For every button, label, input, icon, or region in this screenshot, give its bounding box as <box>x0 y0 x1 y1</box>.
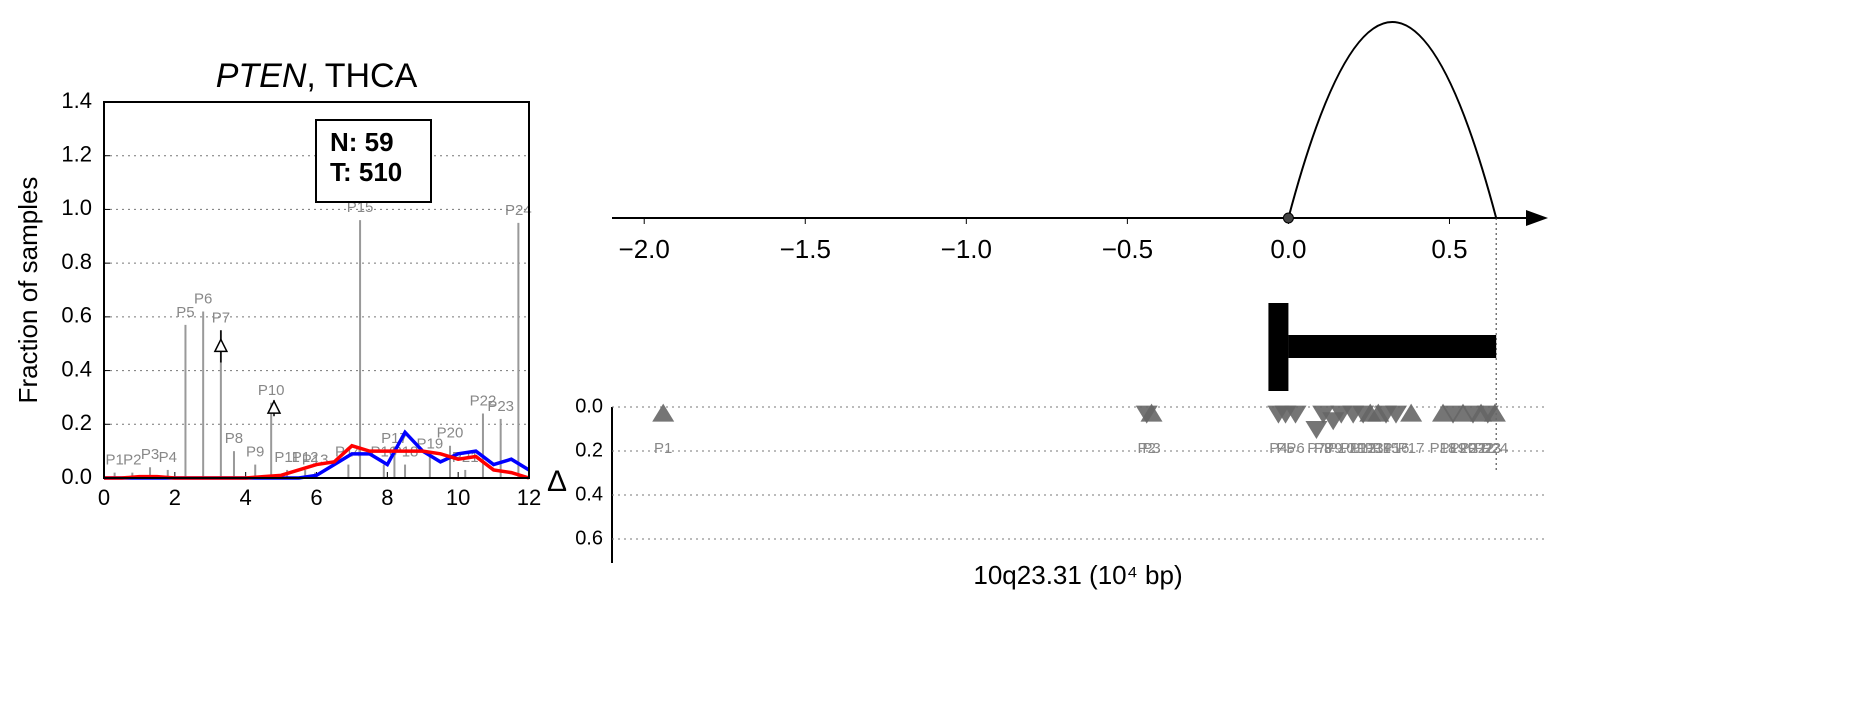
point-label: P14 <box>1365 440 1392 457</box>
scatter-marker <box>652 403 675 422</box>
bar-label: P23 <box>487 398 514 415</box>
interval-start <box>1282 212 1294 224</box>
point-label: P12 <box>1350 440 1377 457</box>
x-tick-label: 12 <box>517 485 541 510</box>
x-tick-label: 0 <box>98 485 110 510</box>
x-tick-label: −1.0 <box>941 234 992 264</box>
chart-title: PTEN, THCA <box>216 57 418 95</box>
bar-label: P20 <box>437 425 464 442</box>
x-tick-label: 10 <box>446 485 470 510</box>
interval-bar-cap <box>1268 303 1289 391</box>
point-label: P17 <box>1398 440 1425 457</box>
point-label: P20 <box>1450 440 1477 457</box>
y-tick-label: 0.2 <box>575 439 603 461</box>
bar-label: P7 <box>212 309 230 326</box>
point-label: P9 <box>1324 440 1342 457</box>
x-tick-label: 0.5 <box>1431 234 1467 264</box>
y-tick-label: 0.8 <box>61 249 92 274</box>
bar-label: P5 <box>176 304 194 321</box>
bar-label: P3 <box>141 446 159 463</box>
y-tick-label: 1.4 <box>61 88 92 113</box>
point-label: P13 <box>1357 440 1384 457</box>
point-label: P1 <box>654 440 672 457</box>
point-label: P24 <box>1482 440 1509 457</box>
axis-arrow <box>1526 210 1548 226</box>
annotation-text: N: 59 <box>330 127 394 157</box>
y-axis-label: Δ <box>547 465 567 498</box>
y-tick-label: 0.0 <box>61 464 92 489</box>
point-label: P22 <box>1468 440 1495 457</box>
scatter-marker <box>1305 421 1328 439</box>
bar-label: P8 <box>225 430 243 447</box>
plot-frame <box>103 101 530 479</box>
x-tick-label: 2 <box>169 485 181 510</box>
x-tick-label: 0.0 <box>1270 234 1306 264</box>
scatter-marker <box>1140 403 1163 422</box>
scatter-marker <box>1432 403 1455 422</box>
scatter-marker <box>1312 405 1335 424</box>
bar-label: P6 <box>194 290 212 307</box>
point-label: P15 <box>1373 440 1400 457</box>
x-axis-label: 10q23.31 (10⁴ bp) <box>973 560 1182 590</box>
point-label: P6 <box>1286 440 1304 457</box>
bar-label: P24 <box>505 202 532 219</box>
y-tick-label: 0.2 <box>61 410 92 435</box>
y-tick-label: 0.6 <box>61 303 92 328</box>
interval-arc <box>1287 21 1498 219</box>
bar-label: P19 <box>416 435 443 452</box>
y-axis-label: Fraction of samples <box>13 177 43 404</box>
scatter-marker <box>1284 405 1307 424</box>
point-label: P5 <box>1276 440 1294 457</box>
point-label: P18 <box>1430 440 1457 457</box>
point-label: P4 <box>1269 440 1287 457</box>
point-label: P19 <box>1440 440 1467 457</box>
point-label: P11 <box>1340 440 1366 457</box>
point-label: P21 <box>1460 440 1487 457</box>
annotation-box <box>315 119 432 203</box>
scatter-marker <box>1400 403 1423 422</box>
bar-label: P9 <box>246 444 264 461</box>
bar-label: P22 <box>470 393 497 410</box>
point-label: P23 <box>1474 440 1501 457</box>
bar-label: P10 <box>258 382 285 399</box>
bar-label: P12 <box>292 449 319 466</box>
bar-label: P4 <box>159 449 177 466</box>
scatter-marker <box>1442 405 1465 424</box>
x-tick-label: 4 <box>240 485 252 510</box>
delta-marker <box>266 399 282 414</box>
delta-marker <box>213 337 229 353</box>
point-label: P7 <box>1307 440 1325 457</box>
interval-bar <box>1288 335 1497 358</box>
y-tick-label: 0.4 <box>575 483 603 505</box>
x-tick-label: 6 <box>310 485 322 510</box>
scatter-marker <box>1452 403 1475 422</box>
scatter-marker <box>1385 405 1408 424</box>
point-label: P3 <box>1142 440 1160 457</box>
y-tick-label: 0.4 <box>61 356 92 381</box>
bar-label: P11 <box>274 449 300 466</box>
point-label: P8 <box>1314 440 1332 457</box>
bar-label: P1 <box>105 452 123 469</box>
y-tick-label: 0.0 <box>575 395 603 417</box>
y-tick-label: 1.2 <box>61 142 92 167</box>
y-tick-label: 1.0 <box>61 195 92 220</box>
point-label: P2 <box>1138 440 1156 457</box>
x-tick-label: −0.5 <box>1102 234 1153 264</box>
point-label: P10 <box>1328 440 1355 457</box>
point-label: P16 <box>1383 440 1410 457</box>
bar-label: P2 <box>123 452 141 469</box>
x-tick-label: −2.0 <box>619 234 670 264</box>
bar-label: P15 <box>347 199 374 216</box>
y-tick-label: 0.6 <box>575 527 603 549</box>
annotation-text: T: 510 <box>330 157 402 187</box>
x-tick-label: −1.5 <box>780 234 831 264</box>
x-tick-label: 8 <box>381 485 393 510</box>
scatter-marker <box>1483 403 1506 422</box>
